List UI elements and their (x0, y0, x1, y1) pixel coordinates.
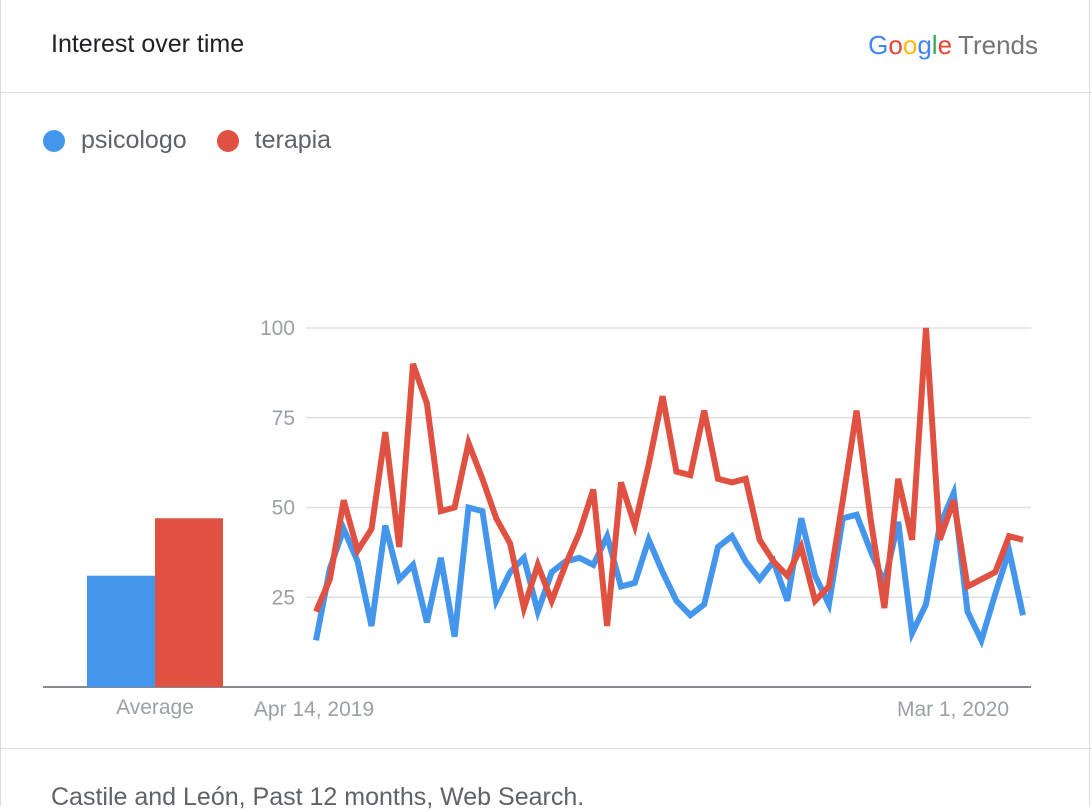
chart-legend: psicologo terapia (43, 126, 361, 155)
y-tick-label: 75 (272, 407, 295, 430)
legend-item-terapia[interactable]: terapia (216, 126, 332, 155)
logo-letter: G (868, 30, 889, 60)
logo-letter: l (931, 30, 938, 60)
logo-letter: o (902, 30, 918, 60)
y-tick-label: 25 (272, 586, 295, 609)
y-tick-label: 50 (272, 497, 295, 520)
google-wordmark: Google (868, 30, 952, 61)
series-line-psicologo (313, 481, 1026, 649)
card-title: Interest over time (51, 30, 245, 58)
average-bar-psicologo (87, 575, 155, 687)
series-line-terapia (313, 327, 1024, 627)
card-footer: Castile and León, Past 12 months, Web Se… (1, 748, 1092, 811)
google-trends-logo[interactable]: Google Trends (868, 30, 1038, 61)
x-tick-label: Apr 14, 2019 (254, 698, 374, 721)
legend-dot-psicologo (43, 129, 65, 152)
y-tick-label: 100 (260, 317, 295, 340)
logo-letter: e (937, 30, 953, 60)
legend-label: psicologo (81, 126, 187, 154)
trends-wordmark: Trends (958, 30, 1038, 60)
x-tick-label: Mar 1, 2020 (897, 698, 1009, 721)
average-bar-terapia (155, 518, 223, 687)
average-label: Average (116, 696, 194, 719)
logo-letter: g (917, 30, 932, 60)
footer-caption: Castile and León, Past 12 months, Web Se… (51, 783, 585, 811)
legend-item-psicologo[interactable]: psicologo (43, 126, 187, 155)
legend-dot-terapia (216, 129, 239, 152)
legend-label: terapia (254, 126, 332, 154)
card-header: Interest over time Google Trends (1, 0, 1092, 93)
logo-letter: o (888, 30, 903, 60)
